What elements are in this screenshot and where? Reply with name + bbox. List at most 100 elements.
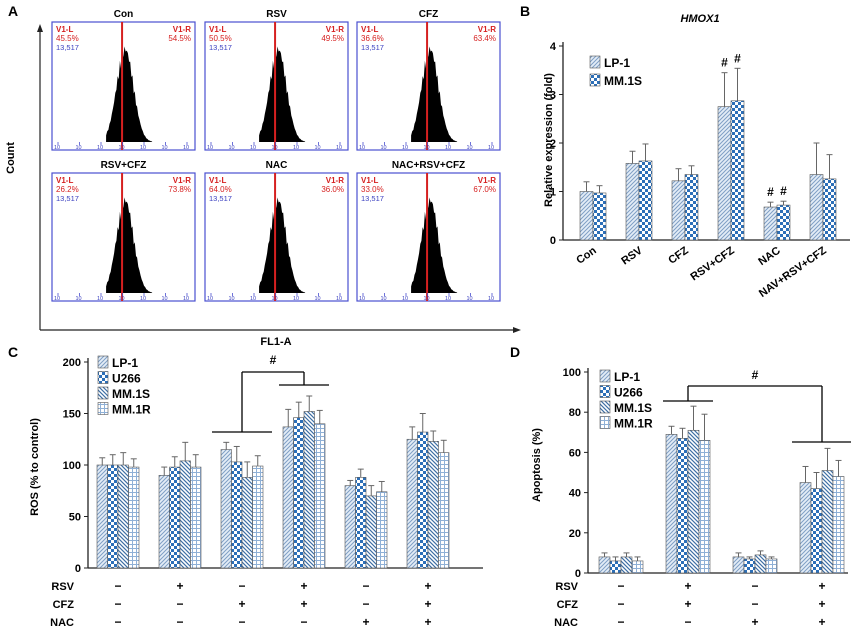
flow-histogram xyxy=(106,197,153,293)
treatment-symbol: + xyxy=(300,579,307,593)
x-tick-label: 10 xyxy=(293,296,299,302)
panel-a: A Count FL1-A ConV1-L45.5%13,517V1-R54.5… xyxy=(5,3,521,348)
x-tick-label: 10 xyxy=(293,145,299,151)
gate-right-pct: 67.0% xyxy=(473,185,496,194)
gate-right-pct: 73.8% xyxy=(168,185,191,194)
bar xyxy=(252,465,264,569)
treatment-symbol: + xyxy=(362,615,369,629)
x-tick-label: 10 xyxy=(54,145,60,151)
bar xyxy=(676,438,689,574)
x-tick-label: 10 xyxy=(119,296,125,302)
bar xyxy=(810,488,823,574)
x-category-label: RSV+CFZ xyxy=(689,244,737,283)
flow-plot: RSV+CFZ V1-L26.2%13,517 V1-R73.8% 10 10 10 10 1… xyxy=(51,160,196,302)
treatment-label-rsv: RSV xyxy=(555,581,578,593)
bar xyxy=(592,192,607,241)
treatment-symbol: + xyxy=(818,615,825,629)
x-category-label: RSV xyxy=(619,244,645,267)
significance-marker: # xyxy=(752,368,759,382)
significance-marker: # xyxy=(767,185,774,199)
panel-b-ylabel: Relative expression (fold) xyxy=(543,73,555,207)
treatment-symbol: − xyxy=(114,597,121,611)
bar xyxy=(190,466,202,569)
treatment-symbol: + xyxy=(238,597,245,611)
x-tick-label: 10 xyxy=(162,145,168,151)
legend-swatch xyxy=(97,355,109,369)
significance-bracket: # xyxy=(212,353,329,433)
flow-plot-title: RSV xyxy=(266,9,287,20)
total-count: 13,517 xyxy=(361,194,384,203)
treatment-symbol: − xyxy=(176,597,183,611)
panel-b-letter: B xyxy=(520,3,530,19)
y-tick-label: 100 xyxy=(563,367,581,379)
x-tick-label: 10 xyxy=(119,145,125,151)
gate-right-label: V1-R xyxy=(326,25,344,34)
bar xyxy=(625,163,640,241)
bar xyxy=(314,423,326,569)
gate-left-label: V1-L xyxy=(361,25,378,34)
x-category-label: CFZ xyxy=(666,244,691,266)
flow-plot: CFZ V1-L36.6%13,517 V1-R63.4% 10 10 10 10 10 10 1… xyxy=(356,9,501,151)
y-tick-label: 0 xyxy=(75,563,81,575)
bar xyxy=(579,191,594,241)
treatment-symbol: + xyxy=(684,579,691,593)
gate-left-pct: 26.2% xyxy=(56,185,79,194)
y-tick-label: 3 xyxy=(550,90,556,102)
treatment-symbol: − xyxy=(362,579,369,593)
bar xyxy=(303,411,315,569)
legend-swatch xyxy=(599,400,611,414)
x-tick-label: 10 xyxy=(97,296,103,302)
gate-right-label: V1-R xyxy=(173,176,191,185)
x-tick-label: 10 xyxy=(162,296,168,302)
legend-label: LP-1 xyxy=(614,370,640,384)
legend-swatch xyxy=(589,73,601,87)
legend-label: MM.1S xyxy=(614,401,652,415)
panel-a-axes xyxy=(37,24,521,333)
panel-c-letter: C xyxy=(8,344,18,360)
gate-right-pct: 49.5% xyxy=(321,34,344,43)
legend-label: MM.1S xyxy=(604,74,642,88)
bar xyxy=(763,206,778,241)
flow-histogram xyxy=(411,46,458,142)
treatment-symbol: + xyxy=(300,597,307,611)
bar xyxy=(241,477,253,569)
legend-swatch xyxy=(589,55,601,69)
y-tick-label: 150 xyxy=(63,409,81,421)
legend-swatch xyxy=(599,416,611,429)
legend-label: MM.1R xyxy=(614,417,653,431)
flow-plot-title: CFZ xyxy=(419,9,438,20)
legend-label: U266 xyxy=(112,372,141,386)
bar xyxy=(809,174,824,241)
gate-left-label: V1-L xyxy=(209,25,226,34)
bar xyxy=(609,560,622,574)
gate-right-pct: 36.0% xyxy=(321,185,344,194)
bar xyxy=(730,100,745,241)
x-tick-label: 10 xyxy=(140,296,146,302)
x-tick-label: 10 xyxy=(488,296,494,302)
x-tick-label: 10 xyxy=(315,296,321,302)
bar xyxy=(765,558,778,574)
x-tick-label: 10 xyxy=(381,296,387,302)
bar xyxy=(799,482,812,574)
flow-histogram xyxy=(106,46,153,142)
bar xyxy=(684,174,699,241)
gate-left-label: V1-L xyxy=(361,176,378,185)
treatment-label-nac: NAC xyxy=(50,617,74,629)
bar xyxy=(698,440,711,574)
x-tick-label: 10 xyxy=(445,296,451,302)
flow-plot-title: RSV+CFZ xyxy=(101,160,147,171)
x-category-label: Con xyxy=(574,244,599,266)
x-tick-label: 10 xyxy=(467,296,473,302)
total-count: 13,517 xyxy=(56,43,79,52)
bar xyxy=(671,180,686,241)
treatment-symbol: + xyxy=(818,579,825,593)
gate-left-pct: 45.5% xyxy=(56,34,79,43)
x-category-label: NAC xyxy=(756,245,782,269)
bar xyxy=(754,554,767,574)
panel-a-xlabel: FL1-A xyxy=(260,336,291,348)
legend-label: U266 xyxy=(614,386,643,400)
x-tick-label: 10 xyxy=(229,296,235,302)
